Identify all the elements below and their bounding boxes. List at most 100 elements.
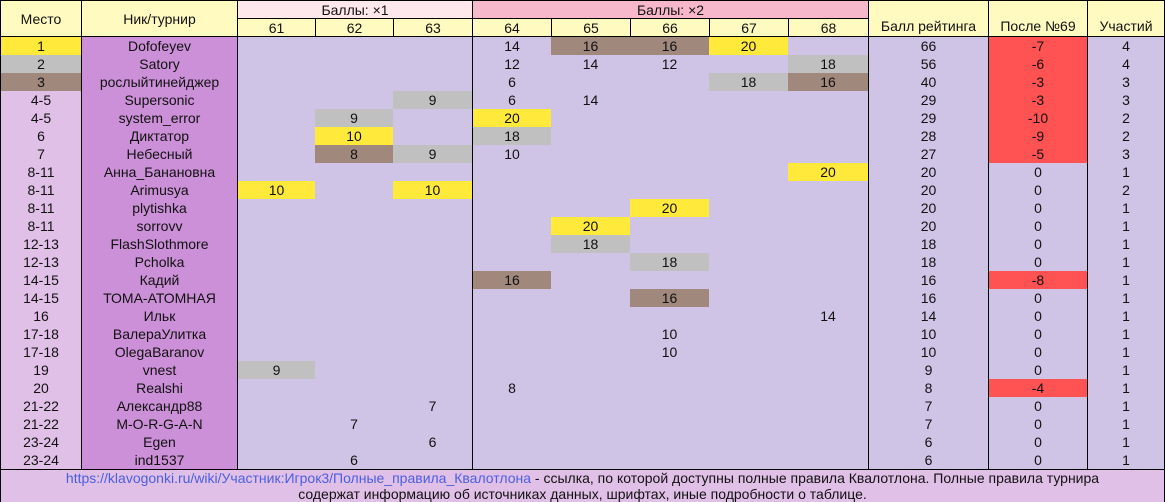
table-row: 7 Небесный 8 9 10 27 -5 3	[1, 145, 1164, 163]
after-cell: -9	[988, 127, 1087, 145]
count-cell: 1	[1087, 163, 1164, 181]
rating-cell: 10	[868, 325, 988, 343]
score-cell-65	[551, 415, 630, 433]
score-cell-68	[788, 127, 868, 145]
score-cell-61	[237, 37, 315, 55]
score-cell-68	[788, 37, 868, 55]
count-cell: 1	[1087, 343, 1164, 361]
nick-cell: Satory	[81, 55, 237, 73]
after-cell: 0	[988, 253, 1087, 271]
score-cell-65	[551, 199, 630, 217]
score-cell-67	[709, 451, 788, 469]
rating-cell: 56	[868, 55, 988, 73]
count-cell: 1	[1087, 361, 1164, 379]
place-cell: 8-11	[1, 181, 81, 199]
score-cell-63: 6	[428, 434, 437, 450]
score-cell-62	[315, 343, 393, 361]
score-cell-62	[315, 163, 393, 181]
count-cell: 1	[1087, 415, 1164, 433]
rating-cell: 9	[868, 361, 988, 379]
header-tournament-67: 67	[709, 19, 788, 37]
score-cell-68: 18	[788, 55, 868, 73]
table-row: 1 Dofofeyev 14 16 16 20 66 -7 4	[1, 37, 1164, 55]
score-cell-66	[630, 163, 709, 181]
score-cell-63	[393, 235, 472, 253]
nick-cell: Supersonic	[81, 91, 237, 109]
score-cell-66	[630, 217, 709, 235]
place-cell: 6	[1, 127, 81, 145]
score-cell-64	[472, 451, 551, 469]
table-row: 17-18 OlegaBaranov 10 10 0 1	[1, 343, 1164, 361]
score-cell-66	[630, 415, 709, 433]
nick-cell: M-O-R-G-A-N	[81, 415, 237, 433]
count-cell: 1	[1087, 379, 1164, 397]
score-cell-67	[709, 253, 788, 271]
score-cell-68	[788, 397, 868, 415]
score-cell-64: 10	[472, 145, 551, 163]
score-cell-68	[788, 199, 868, 217]
nick-cell: ТОМА-АТОМНАЯ	[81, 289, 237, 307]
score-cell-65: 20	[551, 217, 630, 235]
score-cell-62	[315, 433, 393, 451]
score-cell-61	[237, 145, 315, 163]
table-row: 8-11 Arimusya 10 10 20 0 2	[1, 181, 1164, 199]
score-cell-62: 6	[350, 452, 358, 468]
score-cell-68	[788, 451, 868, 469]
score-cell-66	[630, 145, 709, 163]
score-cell-66	[630, 271, 709, 289]
score-cell-67	[709, 145, 788, 163]
after-cell: -10	[988, 109, 1087, 127]
table-row: 23-24 Egen 6 6 0 1	[1, 433, 1164, 451]
rules-link[interactable]: https://klavogonki.ru/wiki/Участник:Игро…	[65, 470, 532, 486]
score-cell-66	[630, 307, 709, 325]
table-row: 12-13 FlashSlothmore 18 18 0 1	[1, 235, 1164, 253]
score-cell-66: 10	[661, 344, 678, 360]
score-cell-63: 7	[428, 398, 437, 414]
score-cell-64	[472, 343, 551, 361]
score-cell-61	[237, 397, 315, 415]
rating-cell: 16	[868, 271, 988, 289]
after-cell: -4	[988, 379, 1087, 397]
table-row: 19 vnest 9 9 0 1	[1, 361, 1164, 379]
place-cell: 20	[1, 379, 81, 397]
score-cell-66: 12	[661, 56, 678, 72]
header-group-x1: Баллы: ×1	[237, 1, 472, 19]
nick-cell: Arimusya	[81, 181, 237, 199]
score-cell-68: 14	[820, 308, 836, 324]
score-cell-65	[551, 361, 630, 379]
score-cell-67	[709, 127, 788, 145]
nick-cell: Egen	[81, 433, 237, 451]
score-cell-65	[551, 451, 630, 469]
score-cell-68	[788, 379, 868, 397]
rating-cell: 20	[868, 163, 988, 181]
score-cell-65	[551, 127, 630, 145]
nick-cell: рослыйтинейджер	[81, 73, 237, 91]
header-tournament-68: 68	[788, 19, 868, 37]
score-cell-68	[788, 253, 868, 271]
table-row: 20 Realshi 8 8 -4 1	[1, 379, 1164, 397]
score-cell-62: 8	[315, 145, 393, 163]
after-cell: -7	[988, 37, 1087, 55]
nick-cell: Александр88	[81, 397, 237, 415]
score-cell-65	[551, 307, 630, 325]
score-cell-65	[551, 325, 630, 343]
header-tournament-66: 66	[630, 19, 709, 37]
place-cell: 19	[1, 361, 81, 379]
rating-cell: 20	[868, 199, 988, 217]
after-cell: 0	[988, 397, 1087, 415]
nick-cell: OlegaBaranov	[81, 343, 237, 361]
score-cell-67	[709, 91, 788, 109]
rating-cell: 20	[868, 217, 988, 235]
score-cell-61	[237, 235, 315, 253]
rating-cell: 29	[868, 109, 988, 127]
score-cell-63	[393, 109, 472, 127]
score-cell-68	[788, 415, 868, 433]
score-cell-64: 8	[472, 379, 551, 397]
place-cell: 8-11	[1, 217, 81, 235]
after-cell: 0	[988, 325, 1087, 343]
score-cell-67	[709, 55, 788, 73]
score-cell-64	[472, 163, 551, 181]
score-cell-61	[237, 271, 315, 289]
table-row: 14-15 Кадий 16 16 -8 1	[1, 271, 1164, 289]
after-cell: 0	[988, 343, 1087, 361]
